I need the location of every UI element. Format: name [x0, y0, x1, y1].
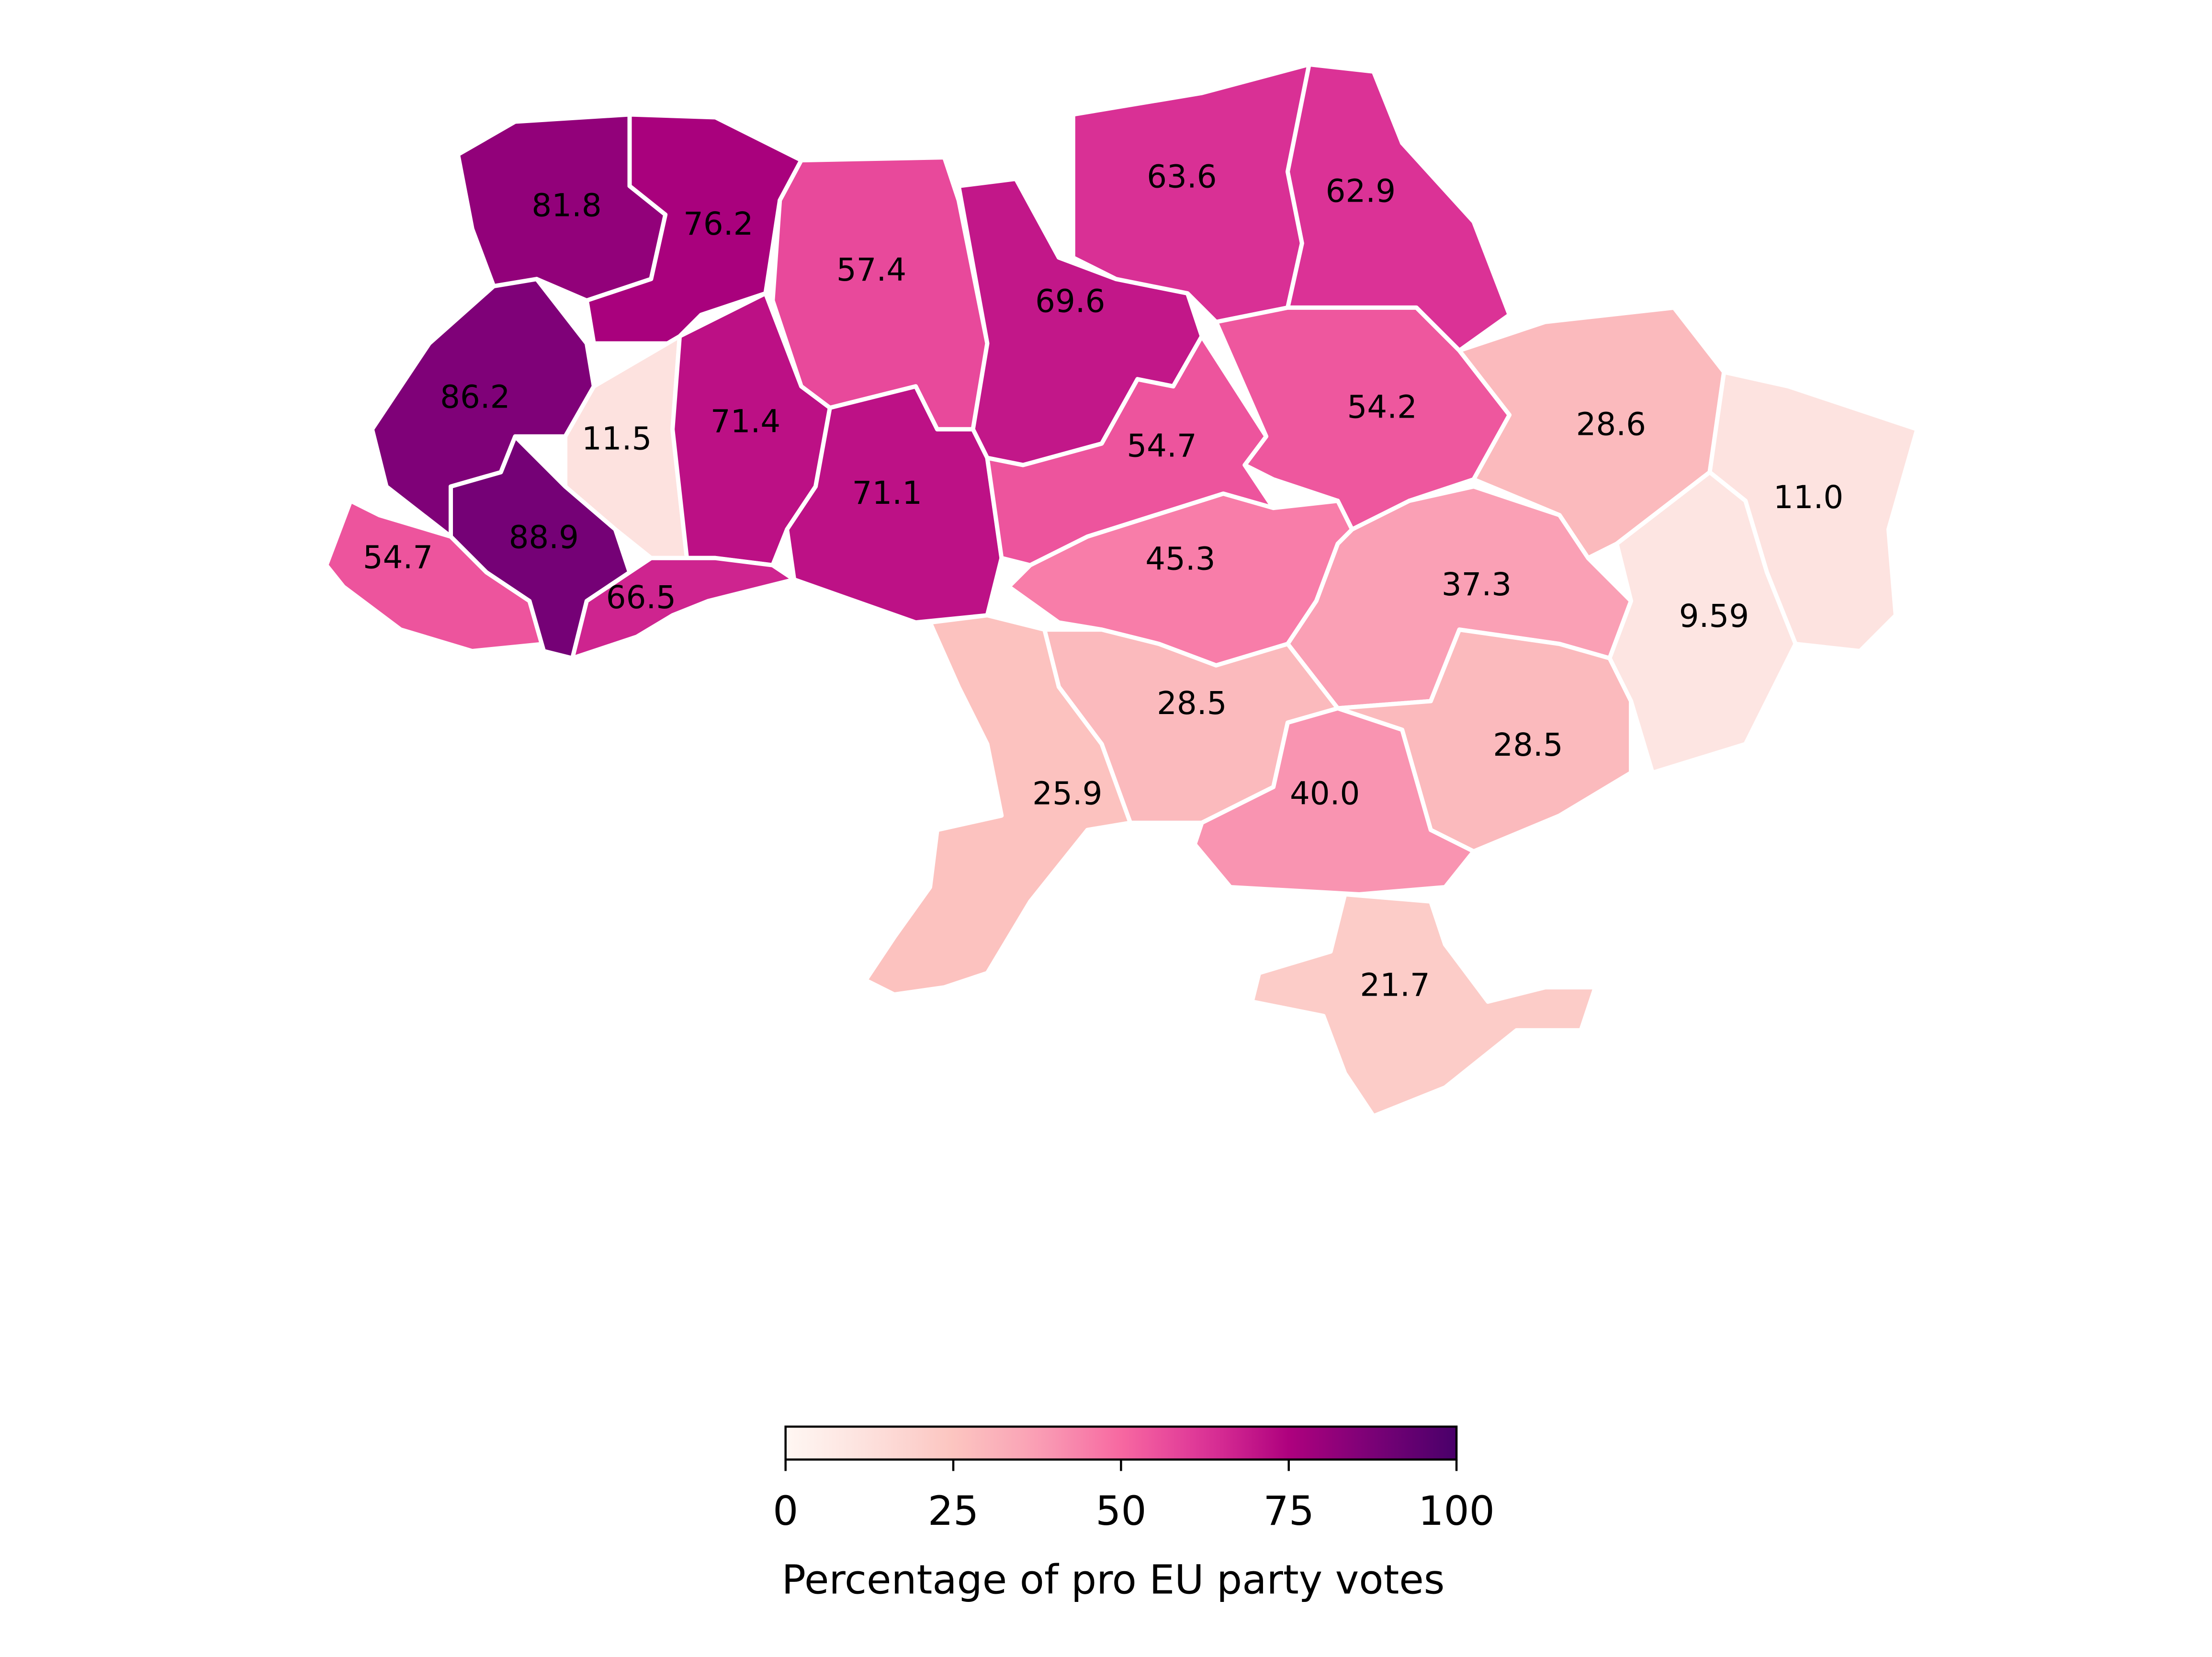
region-value-label: 63.6: [1147, 159, 1217, 195]
region-value-label: 71.1: [852, 475, 922, 511]
colorbar: [784, 1425, 1458, 1461]
colorbar-label: Percentage of pro EU party votes: [782, 1556, 1445, 1603]
colorbar-tick-label: 0: [773, 1487, 798, 1534]
region-value-label: 86.2: [440, 379, 510, 416]
colorbar-tick-label: 75: [1263, 1487, 1314, 1534]
region-value-label: 54.7: [1127, 427, 1196, 464]
region-value-label: 66.5: [606, 579, 676, 616]
region-value-label: 25.9: [1032, 775, 1102, 812]
region-value-label: 28.6: [1576, 406, 1646, 443]
region: [570, 556, 797, 660]
region: [1250, 892, 1598, 1119]
region-value-label: 37.3: [1442, 566, 1512, 603]
region-value-label: 11.5: [582, 420, 652, 457]
region-value-label: 28.5: [1493, 726, 1563, 763]
region-value-label: 54.7: [363, 539, 433, 576]
region-value-label: 81.8: [531, 187, 601, 224]
region-value-label: 57.4: [836, 251, 906, 288]
region-value-label: 11.0: [1773, 479, 1843, 516]
region-value-label: 62.9: [1326, 172, 1396, 209]
colorbar-tick-label: 50: [1095, 1487, 1146, 1534]
colorbar-tick-label: 100: [1418, 1487, 1495, 1534]
region-value-label: 76.2: [683, 205, 753, 242]
region: [1607, 470, 1798, 775]
region-value-label: 45.3: [1145, 540, 1215, 577]
colorbar-tick-label: 25: [928, 1487, 979, 1534]
region-value-label: 21.7: [1360, 967, 1430, 1004]
region: [1192, 706, 1476, 897]
region-value-label: 54.2: [1347, 389, 1417, 426]
region-value-label: 69.6: [1035, 283, 1105, 319]
region-value-label: 40.0: [1290, 775, 1360, 812]
region-value-label: 9.59: [1679, 598, 1749, 635]
region-value-label: 71.4: [711, 403, 780, 440]
region: [785, 384, 1004, 625]
region-value-label: 28.5: [1157, 685, 1227, 722]
region-value-label: 88.9: [509, 519, 579, 556]
region: [863, 613, 1133, 997]
